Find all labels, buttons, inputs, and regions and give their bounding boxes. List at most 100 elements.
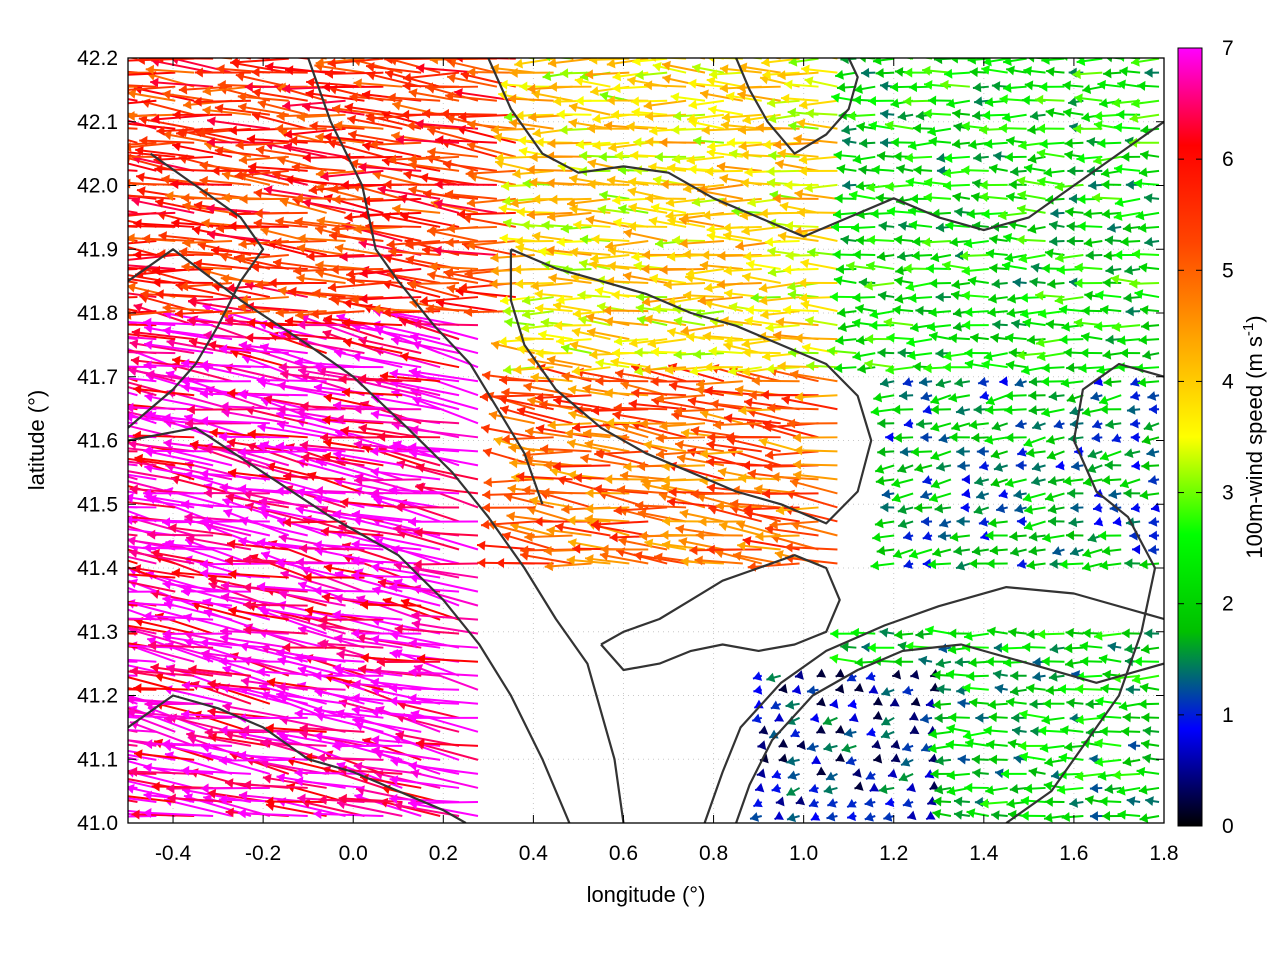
wind-vector-head [1007,738,1017,749]
wind-vector-head [568,538,577,549]
wind-vector [294,708,365,719]
wind-vector-head [930,768,939,779]
wind-vector-head [784,542,793,553]
wind-vector [737,540,781,551]
wind-vector-head [903,559,913,569]
wind-vector [1000,768,1027,779]
wind-vector [1016,559,1027,569]
wind-vector-shaft [150,551,214,565]
wind-vector [755,531,800,542]
wind-vector [242,582,308,593]
wind-vector-head [706,544,715,555]
wind-vector-head [151,781,160,792]
wind-vector-head [618,536,628,547]
wind-vector-head [362,737,372,747]
wind-vector [1140,644,1160,655]
wind-vector-head [861,642,870,653]
wind-vector-shaft [370,710,441,719]
wind-vector [1037,629,1065,640]
wind-vector-head [220,626,229,637]
wind-vector [754,782,765,793]
wind-vector-head [1085,699,1094,710]
wind-vector-head [353,761,363,772]
wind-vector-head [261,551,271,561]
wind-vector [991,810,1008,821]
wind-vector [815,724,826,734]
wind-vector-head [1099,726,1108,737]
wind-vector-shaft [237,812,308,817]
wind-vector [370,634,441,649]
wind-vector-head [949,531,959,542]
wind-vector-head [332,663,342,674]
wind-vector-shaft [128,566,157,579]
wind-vector [869,782,880,792]
wind-vector-head [654,552,663,563]
wind-vector [873,696,883,706]
wind-vector [845,756,857,766]
wind-vector-head [792,684,802,695]
wind-vector-head [661,540,671,550]
wind-vector [243,599,308,610]
wind-vector [338,793,403,804]
wind-vector-head [1138,784,1148,795]
wind-vector-head [319,614,328,625]
wind-vector-head [1020,810,1029,821]
wind-vector [661,540,706,551]
wind-vector [987,699,1008,710]
wind-vector-head [1043,780,1053,791]
wind-vector-head [947,644,957,655]
wind-vector [1084,795,1103,806]
wind-vector-head [675,524,685,535]
wind-vector [320,526,384,537]
wind-vector-head [1145,796,1154,807]
wind-vector-head [881,729,891,739]
wind-vector [415,738,479,749]
wind-vector [887,768,898,779]
wind-vector [1065,530,1084,541]
wind-vector-head [376,657,385,668]
wind-vector-head [1049,558,1058,569]
wind-vector-head [313,670,322,681]
wind-vector-head [409,573,419,584]
wind-vector [774,712,785,722]
wind-vector [946,724,971,734]
wind-vector-head [809,783,819,794]
wind-vector-head [1022,642,1031,653]
wind-vector [926,796,937,806]
wind-vector-head [872,532,881,543]
wind-vector-shaft [351,542,422,551]
wind-vector-head [752,713,762,724]
wind-vector-head [276,647,285,658]
wind-vector [1131,674,1160,685]
wind-vector-shaft [377,435,441,439]
wind-vector [332,609,403,621]
wind-vector-head [133,683,142,694]
wind-vector-shaft [257,607,327,621]
wind-vector [1074,771,1103,782]
wind-vector-head [1023,783,1033,794]
wind-vector-head [389,683,398,694]
wind-vector [1038,725,1065,736]
wind-vector-shaft [332,666,403,677]
wind-vector-shaft [370,738,441,747]
wind-vector [546,525,592,537]
wind-vector-head [543,545,552,556]
wind-vector-head [1121,726,1130,737]
wind-vector-head [891,753,901,763]
wind-vector [1048,671,1065,682]
wind-vector-shaft [784,556,838,565]
wind-vector-head [840,642,849,653]
wind-vector-head [755,531,764,542]
wind-vector [852,768,862,778]
wind-vector-shaft [294,771,365,775]
wind-vector [1041,714,1065,725]
wind-vector [128,714,176,719]
wind-vector-head [811,755,822,765]
wind-vector-head [408,693,417,704]
wind-vector-head [1094,756,1104,767]
wind-vector-head [854,682,864,693]
wind-vector-head [1089,811,1099,822]
wind-vector-head [411,619,421,630]
wind-vector-head [992,669,1002,680]
wind-vector [854,682,864,693]
